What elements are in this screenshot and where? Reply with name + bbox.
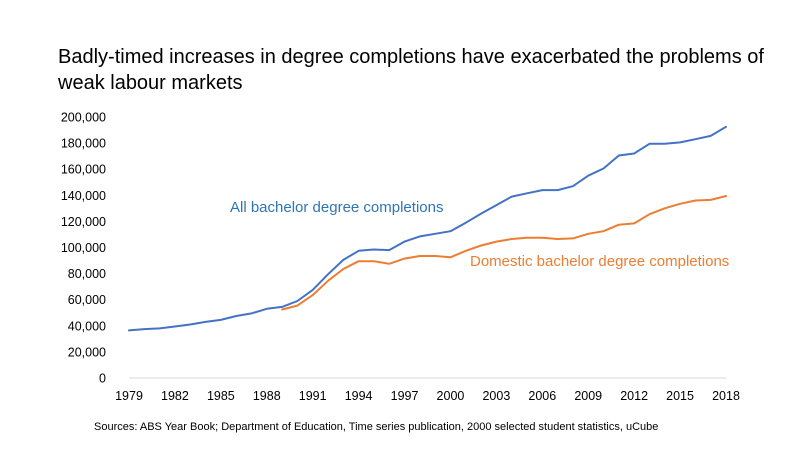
y-tick-label: 120,000 (61, 215, 106, 229)
series-label-all-bachelor: All bachelor degree completions (230, 199, 443, 216)
x-tick-label: 2018 (712, 389, 740, 403)
y-tick-label: 0 (99, 372, 106, 386)
x-tick-label: 1988 (253, 389, 281, 403)
x-tick-label: 1994 (345, 389, 373, 403)
y-tick-label: 160,000 (61, 163, 106, 177)
series-label-domestic-bachelor: Domestic bachelor degree completions (470, 253, 729, 270)
y-axis-tick-labels: 0 20,000 40,000 60,000 80,000 100,000 120,000 1… (61, 111, 106, 386)
y-tick-label: 100,000 (61, 241, 106, 255)
source-note: Sources: ABS Year Book; Department of Ed… (94, 421, 659, 433)
y-tick-label: 140,000 (61, 189, 106, 203)
x-tick-label: 1991 (299, 389, 327, 403)
chart-title: Badly-timed increases in degree completi… (58, 46, 764, 94)
y-tick-label: 200,000 (61, 111, 106, 125)
x-tick-label: 1985 (207, 389, 235, 403)
x-tick-label: 1982 (161, 389, 189, 403)
y-tick-label: 60,000 (68, 293, 106, 307)
x-tick-label: 2015 (666, 389, 694, 403)
y-tick-label: 180,000 (61, 137, 106, 151)
x-tick-label: 2012 (620, 389, 648, 403)
x-tick-label: 1979 (115, 389, 143, 403)
y-tick-label: 20,000 (68, 345, 106, 359)
series-line-domestic-bachelor-degree-completions (281, 195, 727, 311)
x-axis-tick-labels: 1979 1982 1985 1988 1991 1994 1997 2000 2003 2006… (115, 389, 740, 403)
x-tick-label: 2003 (482, 389, 510, 403)
y-tick-label: 40,000 (68, 319, 106, 333)
series-line-all-bachelor-degree-completions (128, 125, 727, 332)
x-tick-label: 1997 (391, 389, 419, 403)
x-tick-label: 2000 (437, 389, 465, 403)
x-tick-label: 2009 (574, 389, 602, 403)
y-tick-label: 80,000 (68, 267, 106, 281)
series-lines (128, 125, 727, 332)
x-tick-label: 2006 (528, 389, 556, 403)
